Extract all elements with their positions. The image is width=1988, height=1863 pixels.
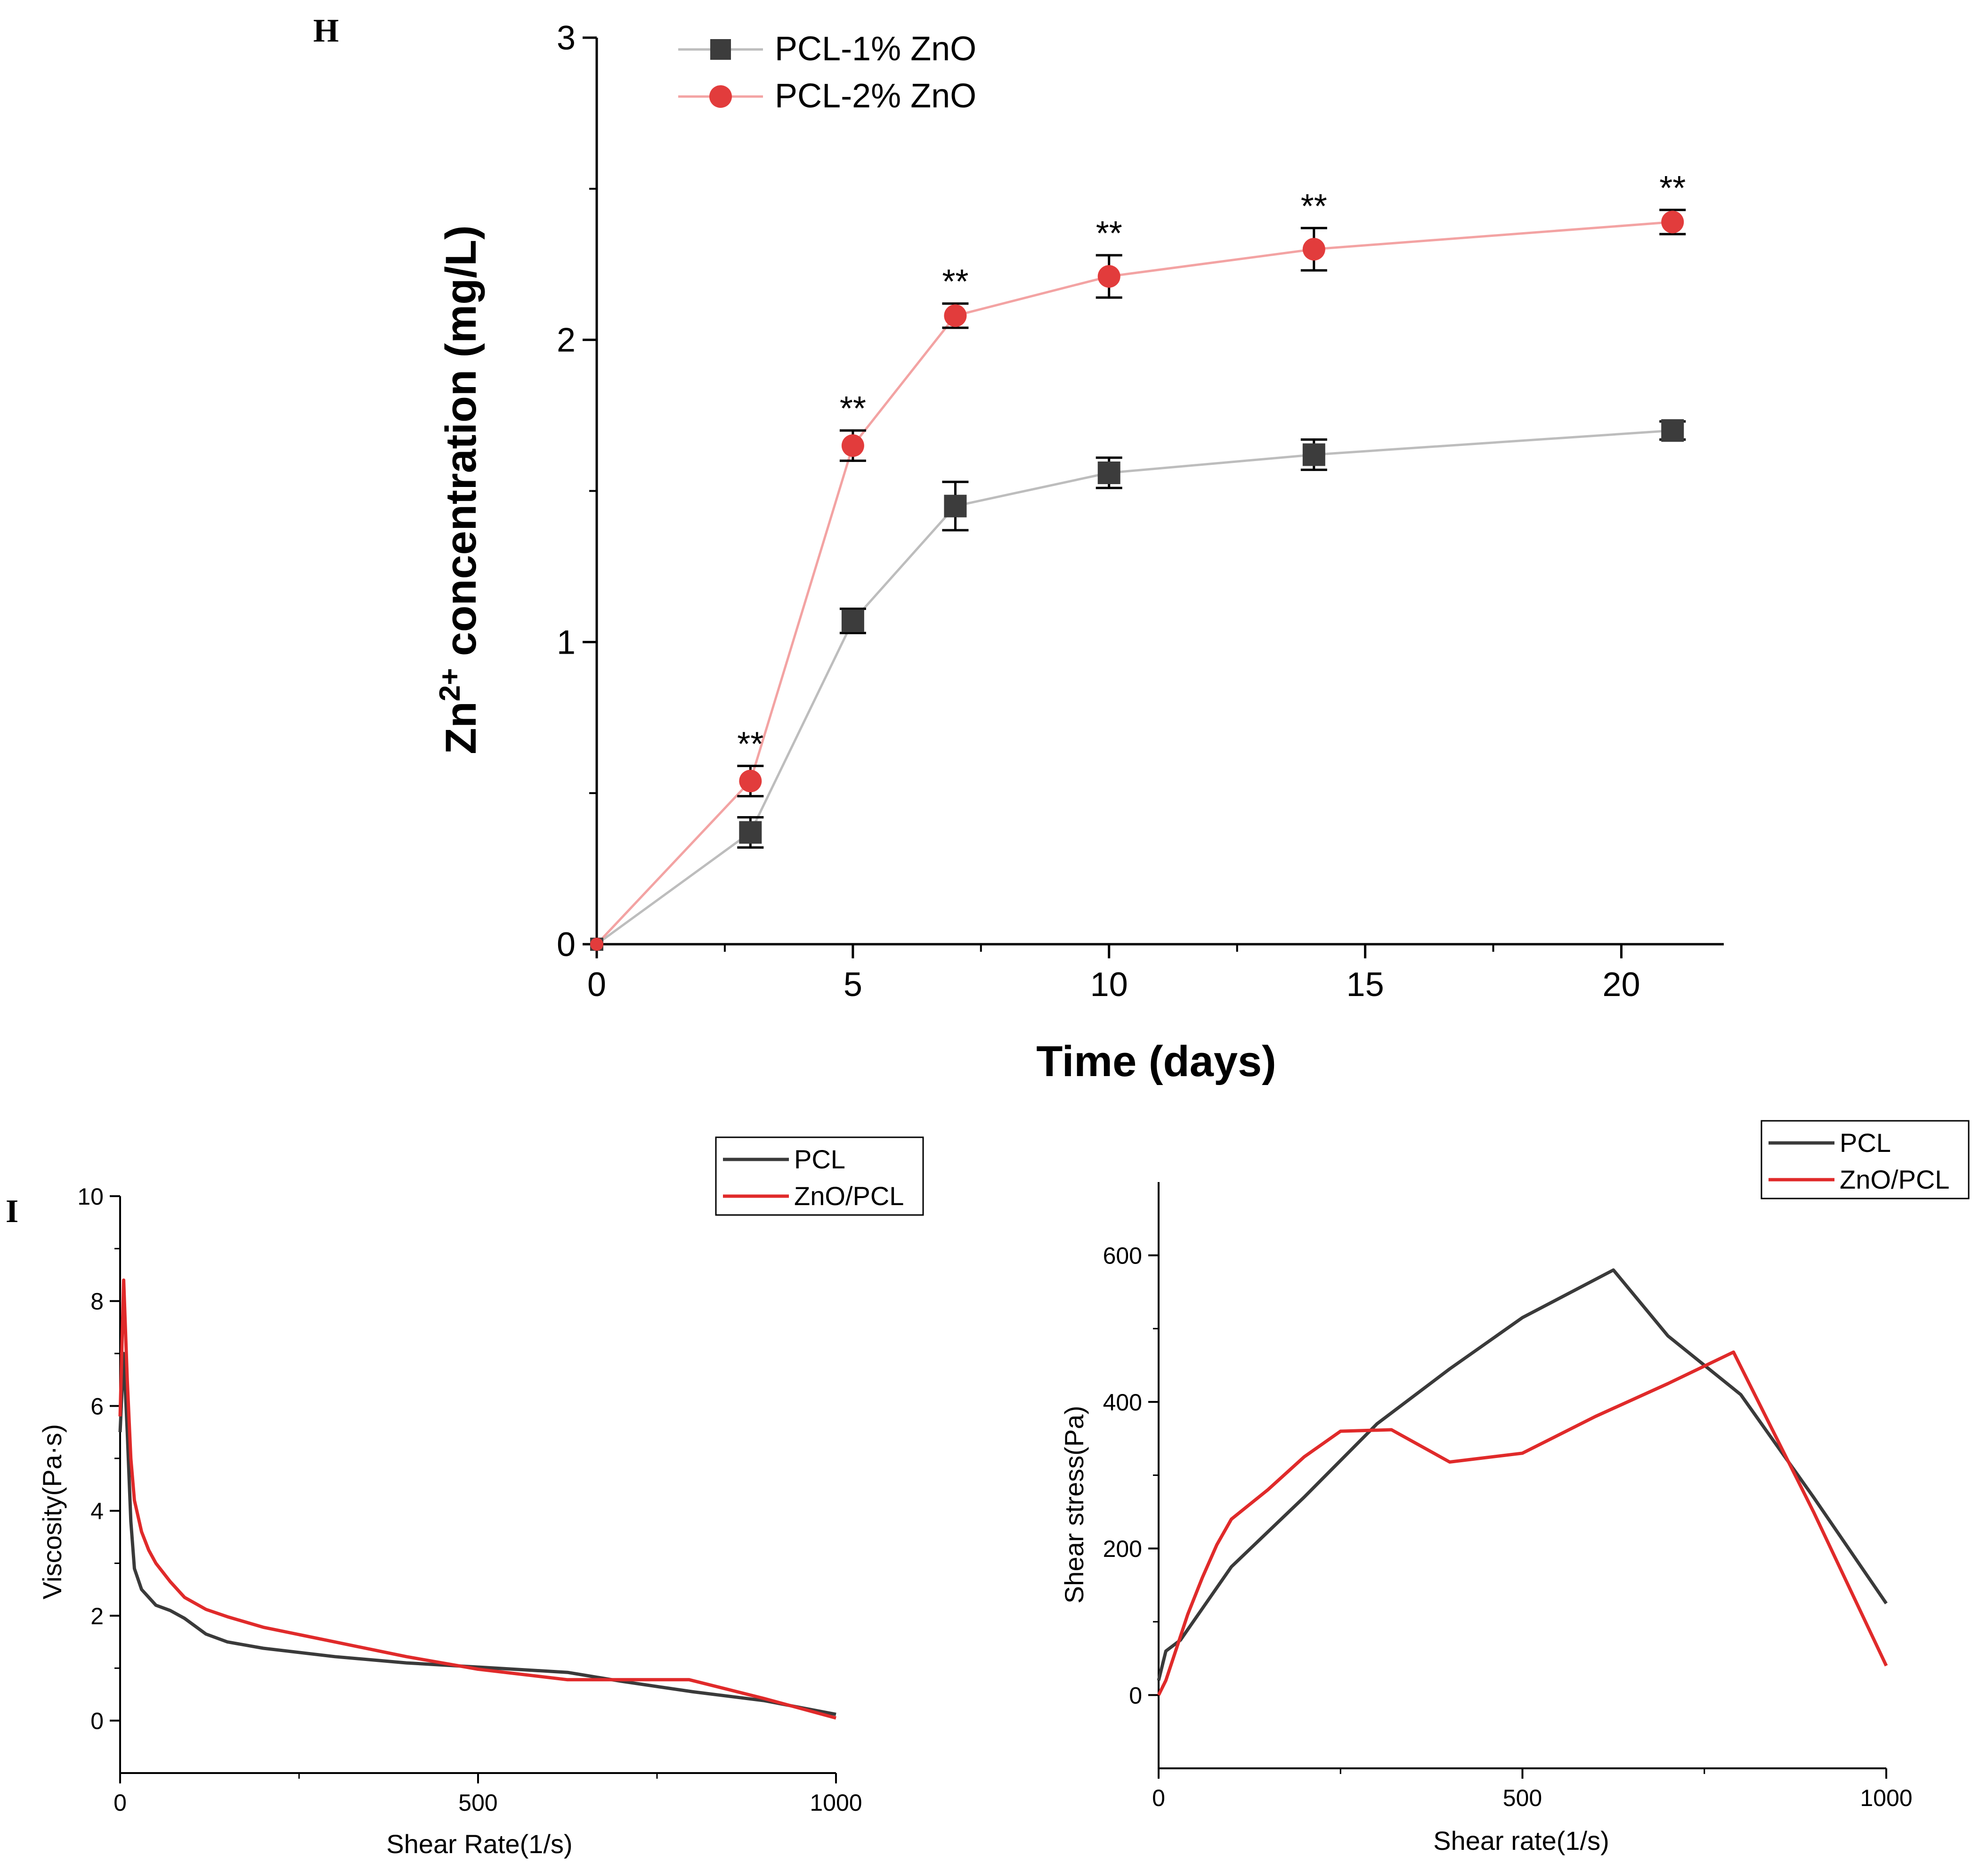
s-x-tick-label: 500	[1503, 1785, 1542, 1811]
h-series-line	[596, 429, 1673, 946]
v-y-tick-label: 0	[90, 1708, 104, 1734]
y-title-superscript: 2+	[434, 668, 466, 702]
v-y-tick-label: 2	[90, 1603, 104, 1629]
s-y-tick-label: 0	[1129, 1682, 1142, 1709]
h-point-circle	[944, 304, 967, 327]
s-y-tick-label: 600	[1103, 1243, 1142, 1269]
s-series-group	[1157, 1268, 1888, 1696]
s-x-tick-label: 1000	[1860, 1785, 1912, 1811]
s-legend-label-zno: ZnO/PCL	[1840, 1165, 1949, 1194]
legend-marker-square	[710, 39, 731, 60]
h-x-tick-label: 5	[844, 966, 862, 1004]
v-x-axis-title: Shear Rate(1/s)	[386, 1829, 572, 1859]
zn-release-chart: 0 5 10 15 20 0 1 2 3 ** ** ** ** ** ** PCL-1% ZnO PCL…	[434, 19, 1724, 1085]
v-y-tick-label: 4	[90, 1498, 104, 1524]
v-y-tick-label: 8	[90, 1288, 104, 1315]
v-legend-label-pcl: PCL	[794, 1144, 845, 1174]
v-x-tick-label: 500	[458, 1790, 497, 1816]
h-significance-label: **	[942, 263, 968, 301]
s-y-axis-title: Shear stress(Pa)	[1059, 1406, 1089, 1604]
h-y-tick-label: 2	[557, 322, 576, 359]
v-y-tick-label: 10	[77, 1183, 104, 1210]
s-curve-pcl	[1157, 1268, 1888, 1681]
h-y-tick-label: 1	[557, 624, 576, 661]
h-axes: 0 5 10 15 20 0 1 2 3	[557, 19, 1724, 1004]
h-x-tick-label: 0	[587, 966, 606, 1004]
s-y-tick-label: 400	[1103, 1389, 1142, 1416]
y-title-rest: concentration (mg/L)	[437, 225, 485, 668]
h-point-square	[944, 494, 967, 518]
panel-label-h: H	[313, 13, 339, 49]
v-axes: 0 500 1000 0 2 4 6 8 10	[77, 1183, 862, 1816]
h-point-circle	[1302, 238, 1325, 261]
s-curve-zno-pcl	[1157, 1350, 1888, 1696]
h-point-square	[841, 609, 864, 632]
h-significance-label: **	[1301, 187, 1327, 225]
h-legend: PCL-1% ZnO PCL-2% ZnO	[678, 30, 976, 115]
s-axes: 0 500 1000 0 200 400 600	[1103, 1182, 1913, 1811]
v-y-axis-title: Viscosity(Pa·s)	[37, 1424, 67, 1599]
v-legend: PCL ZnO/PCL	[715, 1136, 924, 1216]
v-y-tick-label: 6	[90, 1393, 104, 1419]
h-point-circle	[590, 938, 603, 951]
h-x-tick-label: 20	[1602, 966, 1640, 1004]
v-x-tick-label: 0	[114, 1790, 127, 1816]
h-point-circle	[1661, 211, 1684, 234]
h-y-axis-title: Zn2+ concentration (mg/L)	[434, 225, 485, 754]
h-y-tick-label: 3	[557, 19, 576, 57]
v-series-group	[118, 1278, 836, 1720]
h-point-square	[1302, 443, 1325, 466]
h-x-tick-label: 15	[1347, 966, 1384, 1004]
legend-marker-circle	[709, 85, 732, 108]
h-significance-label: **	[737, 725, 763, 763]
shear-stress-chart: 0 500 1000 0 200 400 600 PCL ZnO/PCL Shear rat…	[1059, 1120, 1970, 1855]
s-legend: PCL ZnO/PCL	[1761, 1120, 1970, 1199]
panel-label-i: I	[6, 1193, 18, 1230]
y-title-zn: Zn	[437, 701, 485, 754]
v-x-tick-label: 1000	[810, 1790, 862, 1816]
s-legend-box	[1761, 1120, 1970, 1199]
legend-label-pcl-2: PCL-2% ZnO	[775, 77, 976, 115]
h-x-tick-label: 10	[1090, 966, 1128, 1004]
h-y-tick-label: 0	[557, 926, 576, 964]
h-significance-label: **	[840, 390, 866, 428]
viscosity-chart: 0 500 1000 0 2 4 6 8 10 PCL ZnO/PCL Shear Rate(1…	[37, 1136, 924, 1859]
h-significance-label: **	[1659, 170, 1686, 207]
v-curve-pcl	[118, 1352, 836, 1716]
legend-label-pcl-1: PCL-1% ZnO	[775, 30, 976, 68]
h-x-axis-title: Time (days)	[1036, 1037, 1276, 1085]
h-significance-label: **	[1096, 215, 1122, 252]
h-point-square	[1097, 462, 1120, 484]
v-legend-label-zno: ZnO/PCL	[794, 1181, 904, 1211]
h-point-circle	[841, 434, 864, 457]
h-point-square	[739, 821, 762, 844]
s-legend-label-pcl: PCL	[1840, 1128, 1891, 1158]
v-curve-zno-pcl	[118, 1278, 836, 1720]
h-point-circle	[739, 770, 762, 793]
h-series-group: ** ** ** ** ** **	[590, 170, 1686, 951]
s-x-axis-title: Shear rate(1/s)	[1433, 1826, 1609, 1855]
s-y-tick-label: 200	[1103, 1536, 1142, 1562]
s-x-tick-label: 0	[1152, 1785, 1165, 1811]
h-point-circle	[1097, 265, 1120, 288]
v-legend-box	[715, 1136, 924, 1216]
h-point-square	[1661, 419, 1684, 442]
